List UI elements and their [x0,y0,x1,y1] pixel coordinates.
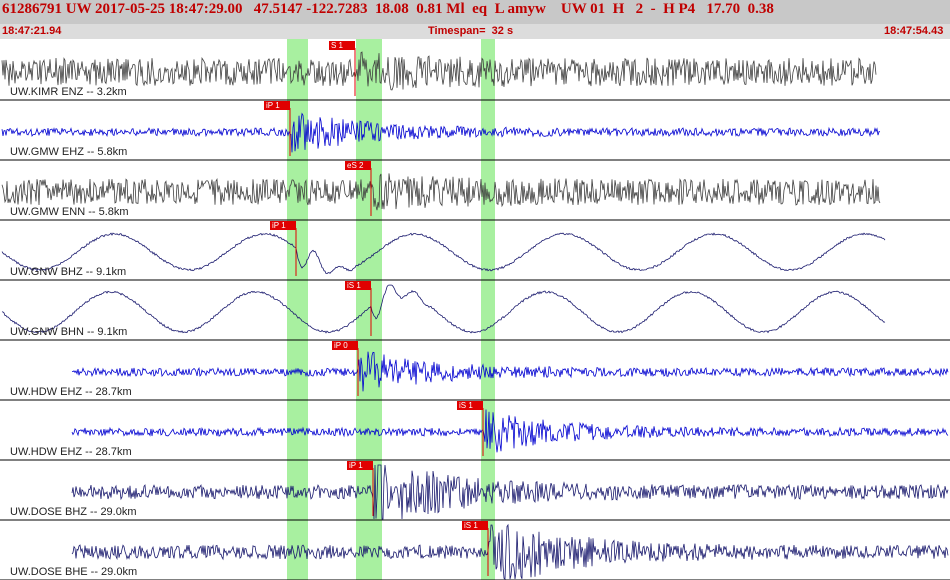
pick-label: iP 1 [349,461,363,470]
waveform-trace [1,284,886,334]
pick-flag[interactable] [264,101,290,110]
pick-label: iS 1 [459,401,473,410]
trace-row[interactable]: iP 0 UW.HDW EHZ -- 28.7km [0,341,950,401]
trace-row[interactable]: iP 1 UW.DOSE BHZ -- 29.0km [0,461,950,521]
waveform-trace [1,173,881,211]
trace-row[interactable]: S 1 UW.KIMR ENZ -- 3.2km [0,41,950,101]
pick-label: iP 0 [334,341,348,350]
station-label: UW.GMW ENN -- 5.8km [10,206,129,218]
trace-row[interactable]: iP 1 UW.GNW BHZ -- 9.1km [0,221,950,281]
trace-row[interactable]: iS 1 UW.DOSE BHE -- 29.0km [0,521,950,580]
pick-flag[interactable] [347,461,373,470]
pick-window-4 [358,39,372,580]
station-label: UW.GMW EHZ -- 5.8km [10,146,127,158]
pick-label: iP 1 [272,221,286,230]
start-time: 18:47:21.94 [2,25,62,37]
pick-flag[interactable] [329,41,355,50]
trace-row[interactable]: iS 1 UW.GNW BHN -- 9.1km [0,281,950,341]
event-header-bar: 61286791 UW 2017-05-25 18:47:29.00 47.51… [0,0,950,24]
station-label: UW.GNW BHN -- 9.1km [10,326,127,338]
trace-row[interactable]: iS 1 UW.HDW EHZ -- 28.7km [0,401,950,461]
waveform-trace [1,232,886,275]
event-summary: 61286791 UW 2017-05-25 18:47:29.00 47.51… [2,1,774,17]
pick-flag[interactable] [462,521,488,530]
trace-row[interactable]: eS 2 UW.GMW ENN -- 5.8km [0,161,950,221]
station-label: UW.GNW BHZ -- 9.1km [10,266,126,278]
station-label: UW.DOSE BHE -- 29.0km [10,566,137,578]
station-label: UW.HDW EHZ -- 28.7km [10,386,132,398]
timespan-label: Timespan= 32 s [428,25,514,37]
pick-label: iP 1 [266,101,280,110]
pick-label: iS 1 [464,521,478,530]
waveform-trace [71,351,949,392]
time-axis-bar: 18:47:21.94 Timespan= 32 s 18:47:54.43 [0,24,950,39]
pick-flag[interactable] [270,221,296,230]
pick-label: S 1 [331,41,344,50]
station-label: UW.KIMR ENZ -- 3.2km [10,86,127,98]
pick-flag[interactable] [457,401,483,410]
pick-window-3 [294,39,308,580]
pick-flag[interactable] [332,341,358,350]
pick-window-5 [481,39,495,580]
pick-flag[interactable] [345,161,371,170]
waveform-trace [71,464,949,520]
pick-label: eS 2 [347,161,364,170]
waveform-trace [1,51,877,91]
station-label: UW.DOSE BHZ -- 29.0km [10,506,137,518]
pick-flag[interactable] [345,281,371,290]
station-label: UW.HDW EHZ -- 28.7km [10,446,132,458]
waveform-trace [71,523,949,580]
trace-row[interactable]: iP 1 UW.GMW EHZ -- 5.8km [0,101,950,161]
end-time: 18:47:54.43 [884,25,944,37]
seismogram-panel[interactable]: S 1 UW.KIMR ENZ -- 3.2km iP 1 UW.GMW EHZ --… [0,39,950,580]
waveform-trace [1,112,881,153]
waveform-trace [71,409,949,453]
pick-label: iS 1 [347,281,361,290]
